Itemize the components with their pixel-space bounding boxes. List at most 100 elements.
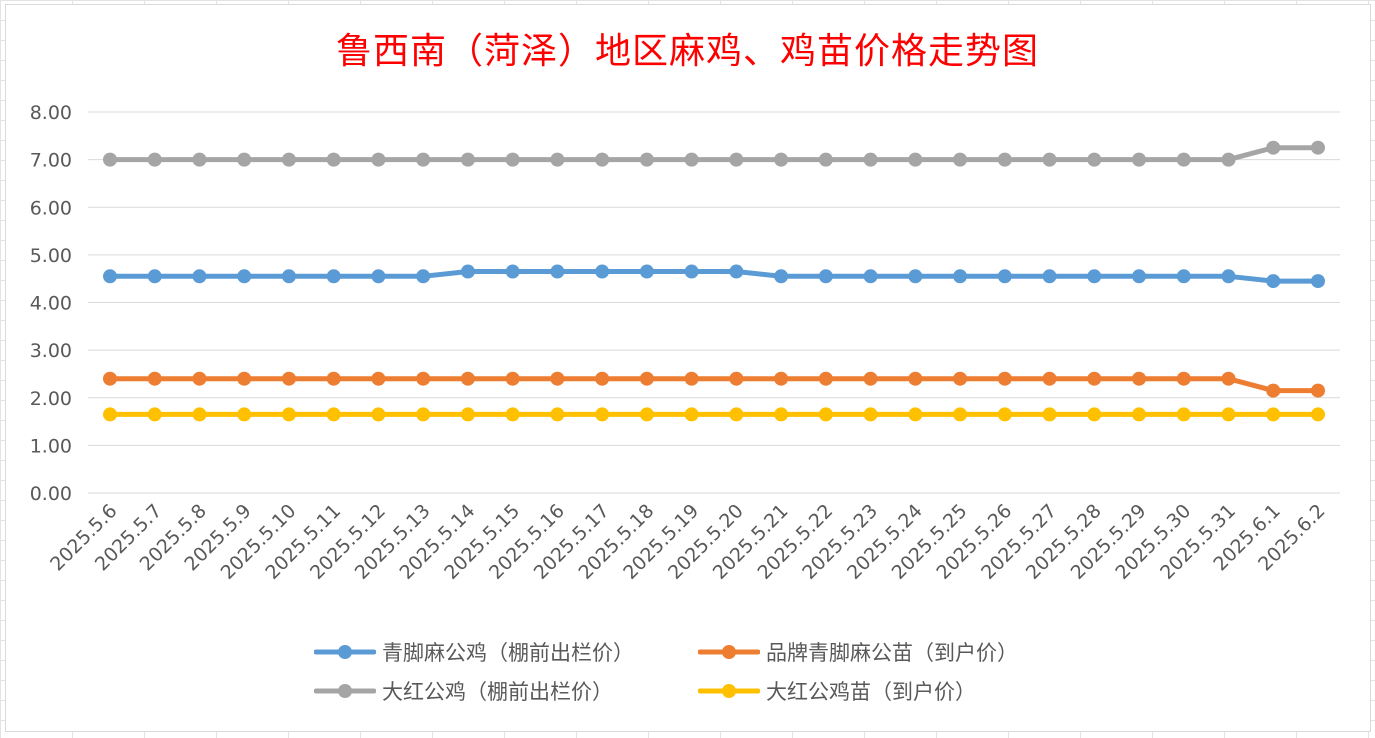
data-point	[1132, 371, 1147, 386]
data-point	[774, 407, 789, 422]
data-point	[416, 371, 431, 386]
data-point	[1221, 407, 1236, 422]
data-point	[103, 269, 117, 284]
data-point	[908, 269, 923, 284]
data-point	[416, 269, 431, 284]
y-tick-label: 1.00	[30, 435, 72, 457]
data-point	[1311, 140, 1325, 155]
data-point	[774, 269, 789, 284]
data-point	[818, 152, 833, 167]
data-point	[371, 152, 386, 167]
data-point	[326, 407, 341, 422]
data-point	[1221, 152, 1236, 167]
data-point	[460, 152, 475, 167]
data-point	[237, 371, 252, 386]
data-point	[147, 269, 162, 284]
data-point	[1132, 152, 1147, 167]
data-point	[1132, 407, 1147, 422]
data-point	[237, 407, 252, 422]
data-point	[371, 371, 386, 386]
data-point	[684, 264, 699, 279]
data-point	[550, 371, 565, 386]
data-point	[1176, 371, 1191, 386]
data-point	[281, 407, 296, 422]
data-point	[1042, 269, 1057, 284]
data-point	[1266, 383, 1281, 398]
data-point	[908, 152, 923, 167]
data-point	[550, 152, 565, 167]
data-point	[997, 407, 1012, 422]
data-point	[1266, 407, 1281, 422]
data-point	[639, 371, 654, 386]
data-point	[1176, 269, 1191, 284]
data-point	[595, 407, 610, 422]
data-point	[997, 269, 1012, 284]
data-point	[416, 152, 431, 167]
data-point	[505, 264, 520, 279]
data-point	[818, 371, 833, 386]
data-point	[1311, 383, 1325, 398]
data-point	[550, 407, 565, 422]
data-point	[818, 407, 833, 422]
data-point	[595, 152, 610, 167]
data-point	[953, 407, 968, 422]
data-point	[1311, 274, 1325, 289]
data-point	[684, 152, 699, 167]
data-point	[1087, 371, 1102, 386]
series-line-1	[107, 376, 1321, 394]
data-point	[281, 152, 296, 167]
data-point	[1087, 269, 1102, 284]
data-point	[237, 152, 252, 167]
data-point	[953, 152, 968, 167]
series-line-0	[107, 269, 1321, 284]
data-point	[460, 264, 475, 279]
chart-area[interactable]	[5, 4, 1371, 732]
data-point	[505, 407, 520, 422]
data-point	[1132, 269, 1147, 284]
data-point	[460, 371, 475, 386]
data-point	[371, 269, 386, 284]
data-point	[550, 264, 565, 279]
data-point	[595, 371, 610, 386]
data-point	[1266, 140, 1281, 155]
data-point	[639, 152, 654, 167]
data-point	[908, 371, 923, 386]
data-point	[863, 152, 878, 167]
data-point	[1042, 407, 1057, 422]
data-point	[147, 371, 162, 386]
data-point	[1266, 274, 1281, 289]
data-point	[1311, 407, 1325, 422]
data-point	[416, 407, 431, 422]
y-tick-label: 6.00	[30, 197, 72, 219]
data-point	[818, 269, 833, 284]
data-point	[371, 407, 386, 422]
data-point	[639, 407, 654, 422]
data-point	[1221, 269, 1236, 284]
data-point	[729, 264, 744, 279]
data-point	[326, 152, 341, 167]
data-point	[1087, 152, 1102, 167]
y-tick-label: 2.00	[30, 388, 72, 410]
data-point	[281, 371, 296, 386]
data-point	[326, 269, 341, 284]
data-point	[1176, 407, 1191, 422]
data-point	[281, 269, 296, 284]
data-point	[192, 269, 207, 284]
data-point	[147, 152, 162, 167]
y-tick-label: 0.00	[30, 483, 72, 505]
data-point	[103, 371, 117, 386]
y-tick-label: 5.00	[30, 245, 72, 267]
data-point	[684, 407, 699, 422]
data-point	[1221, 371, 1236, 386]
y-tick-label: 8.00	[30, 102, 72, 124]
data-point	[1176, 152, 1191, 167]
y-tick-label: 4.00	[30, 293, 72, 315]
data-point	[103, 152, 117, 167]
data-point	[774, 152, 789, 167]
chart-title: 鲁西南（菏泽）地区麻鸡、鸡苗价格走势图	[335, 31, 1039, 72]
data-point	[908, 407, 923, 422]
data-point	[639, 264, 654, 279]
data-point	[729, 371, 744, 386]
data-point	[237, 269, 252, 284]
